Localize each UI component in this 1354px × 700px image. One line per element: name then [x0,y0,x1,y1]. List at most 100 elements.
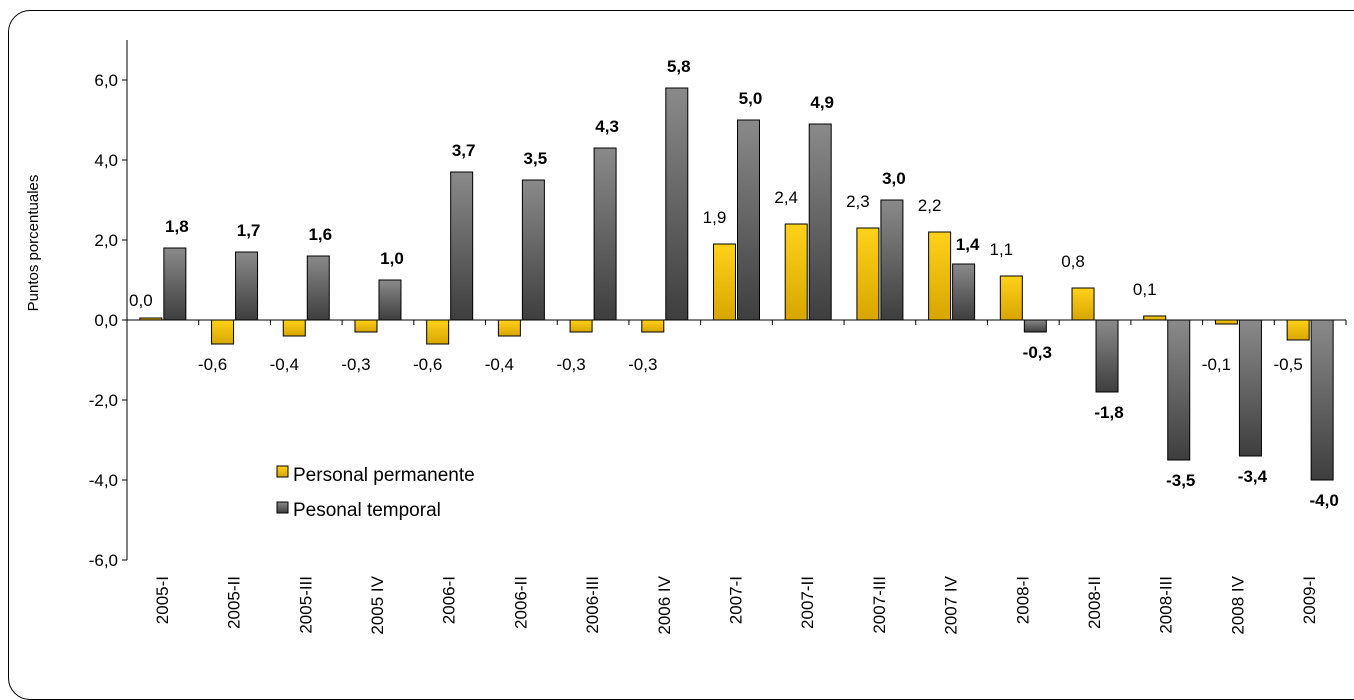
data-label-permanent: 2,4 [774,188,798,207]
data-label-permanent: 0,0 [129,291,153,310]
bar-permanent [1143,315,1167,321]
bar-permanent [569,319,593,333]
x-tick-label: 2007-I [727,576,746,624]
bar-temporal [808,123,832,321]
data-label-permanent: 2,3 [846,192,870,211]
bar-permanent [641,319,665,333]
y-tick-label: -2,0 [89,391,118,410]
data-label-temporal: 3,0 [882,169,906,188]
bar-permanent [928,231,952,321]
bar-permanent [497,319,521,337]
x-tick-label: 2007 IV [942,575,961,634]
y-tick-label: 4,0 [94,151,118,170]
x-tick-label: 2007-II [798,576,817,629]
x-tick-label: 2005-I [153,576,172,624]
data-label-temporal: 4,9 [810,93,834,112]
data-label-temporal: -3,5 [1166,471,1195,490]
data-label-temporal: -0,3 [1023,343,1052,362]
y-tick-label: 2,0 [94,231,118,250]
x-tick-label: 2008-III [1157,576,1176,634]
bar-temporal [306,255,330,321]
x-tick-label: 2008-II [1085,576,1104,629]
x-tick-label: 2006-I [440,576,459,624]
bar-permanent [1286,319,1310,341]
data-label-permanent: -0,4 [270,355,299,374]
y-tick-label: 0,0 [94,311,118,330]
data-label-temporal: 5,0 [739,89,763,108]
bar-permanent [784,223,808,321]
bar-permanent [282,319,306,337]
y-axis-title: Puntos porcentuales [25,175,42,312]
x-tick-label: 2006 IV [655,575,674,634]
x-tick-label: 2008 IV [1228,575,1247,634]
bar-temporal [521,179,545,321]
bar-permanent [1214,319,1238,325]
data-label-temporal: 3,7 [452,141,476,160]
bar-permanent [211,319,235,345]
bar-temporal [1167,319,1191,461]
data-label-permanent: -0,6 [198,355,227,374]
axes: 6,0 4,0 2,0 0,0 -2,0 -4,0 -6,0 2005-I 2005-II 200… [89,40,1347,635]
data-label-temporal: -4,0 [1309,491,1338,510]
data-label-permanent: 1,1 [990,240,1014,259]
bar-temporal [737,119,760,321]
bar-temporal [665,87,689,321]
x-tick-label: 2006-III [583,576,602,634]
data-label-permanent: -0,1 [1202,355,1231,374]
x-tick-label: 2007-III [870,576,889,634]
bar-temporal [163,247,187,321]
data-label-temporal: -3,4 [1238,467,1268,486]
bar-permanent [713,243,736,321]
x-tick-label: 2009-I [1300,576,1319,624]
data-label-temporal: 5,8 [667,57,691,76]
legend-label-permanent: Personal permanente [293,465,475,486]
y-tick-label: 6,0 [94,71,118,90]
x-tick-label: 2005-II [225,576,244,629]
bar-temporal [450,171,474,321]
bar-chart: 6,0 4,0 2,0 0,0 -2,0 -4,0 -6,0 2005-I 2005-II 200… [25,40,1347,635]
data-label-temporal: 3,5 [524,149,548,168]
y-tick-label: -4,0 [89,471,118,490]
data-label-permanent: -0,5 [1273,355,1302,374]
data-label-permanent: -0,4 [485,355,514,374]
bar-permanent [354,319,378,333]
data-label-permanent: -0,3 [556,355,585,374]
data-label-permanent: 2,2 [918,196,942,215]
legend-label-temporal: Pesonal temporal [293,500,441,521]
bar-temporal [952,263,976,321]
bar-temporal [1095,319,1119,393]
bar-permanent [426,319,450,345]
bar-permanent [999,275,1023,321]
x-tick-label: 2005 IV [368,575,387,634]
x-tick-label: 2006-II [511,576,530,629]
bar-temporal [235,251,259,321]
data-label-temporal: 1,7 [237,221,261,240]
bar-temporal [1238,319,1262,457]
legend-swatch-temporal [276,501,289,514]
data-label-permanent: 0,1 [1133,280,1157,299]
bar-temporal [1023,319,1047,333]
data-label-temporal: 1,8 [165,217,189,236]
bar-temporal [1310,319,1334,481]
bar-permanent [1071,287,1095,321]
data-label-temporal: 4,3 [595,117,619,136]
bar-temporal [593,147,617,321]
data-label-permanent: -0,3 [628,355,657,374]
y-tick-label: -6,0 [89,551,118,570]
x-tick-label: 2005-III [296,576,315,634]
data-label-temporal: -1,8 [1094,403,1123,422]
data-label-permanent: 0,8 [1061,252,1085,271]
bar-temporal [880,199,904,321]
bar-permanent [139,317,163,321]
data-label-temporal: 1,4 [956,235,980,254]
bars [139,87,1334,481]
legend: Personal permanente Pesonal temporal [276,465,475,521]
data-label-permanent: -0,3 [341,355,370,374]
data-label-permanent: -0,6 [413,355,442,374]
legend-swatch-permanent [276,465,289,478]
bar-temporal [378,279,402,321]
value-labels: 0,0 1,8 -0,6 1,7 -0,4 1,6 -0,3 1,0 -0,6 3,7 -0,4 3,… [129,57,1339,510]
x-tick-label: 2008-I [1013,576,1032,624]
data-label-temporal: 1,6 [308,225,332,244]
data-label-permanent: 1,9 [703,208,727,227]
